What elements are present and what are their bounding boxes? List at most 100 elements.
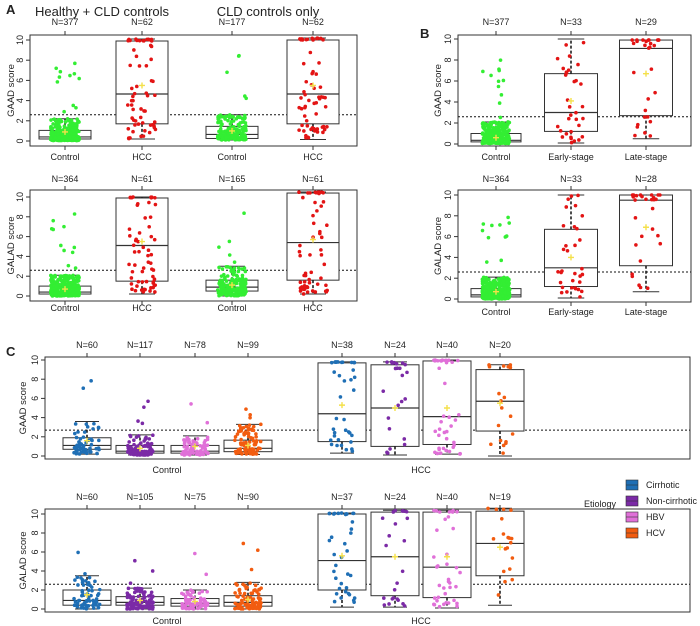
data-point — [634, 193, 639, 198]
data-point — [75, 279, 80, 284]
data-point — [148, 601, 153, 605]
data-point — [63, 120, 68, 124]
data-point — [506, 129, 511, 133]
data-point — [302, 89, 306, 94]
data-point — [200, 446, 205, 450]
data-point — [137, 605, 142, 610]
data-point — [139, 107, 143, 111]
data-point — [349, 531, 353, 535]
x-group-label: Control — [152, 616, 181, 626]
data-point — [449, 424, 453, 428]
data-point — [446, 579, 451, 584]
data-point — [318, 85, 323, 89]
data-point — [486, 506, 490, 511]
data-point — [127, 262, 131, 267]
data-point — [248, 581, 252, 585]
data-point — [226, 118, 230, 123]
y-tick-label: 4 — [30, 568, 40, 573]
data-point — [75, 605, 80, 609]
data-point — [137, 586, 142, 591]
data-point — [569, 140, 574, 145]
data-point — [432, 602, 437, 607]
data-point — [503, 286, 508, 291]
data-point — [581, 116, 585, 121]
data-point — [131, 129, 135, 134]
data-point — [258, 439, 263, 444]
n-label: N=62 — [131, 17, 153, 27]
data-point — [91, 427, 95, 431]
data-point — [297, 190, 301, 195]
data-point — [51, 227, 56, 232]
data-point — [243, 269, 248, 274]
data-point — [82, 430, 87, 434]
data-point — [502, 126, 506, 131]
data-point — [387, 602, 391, 606]
x-group-label: Control — [152, 465, 181, 475]
data-point — [301, 195, 305, 200]
x-tick-label: Late-stage — [625, 307, 668, 317]
data-point — [454, 584, 458, 589]
x-tick-label: Control — [217, 152, 246, 162]
x-group-label: HCC — [411, 616, 431, 626]
data-point — [402, 442, 407, 447]
data-point — [339, 596, 343, 600]
data-point — [508, 414, 513, 419]
data-point — [249, 447, 254, 452]
data-point — [331, 427, 336, 431]
data-point — [51, 122, 55, 126]
y-tick-label: 6 — [15, 234, 25, 239]
data-point — [231, 115, 235, 119]
y-axis-label: GALAD score — [433, 217, 444, 275]
data-point — [492, 281, 497, 286]
data-point — [324, 290, 329, 294]
data-point — [57, 291, 61, 296]
data-point — [502, 282, 506, 287]
data-point — [447, 510, 452, 514]
plot-frame — [457, 34, 692, 147]
data-point — [147, 437, 152, 441]
data-point — [149, 38, 154, 43]
y-tick-label: 0 — [443, 296, 453, 301]
data-point — [322, 127, 327, 132]
box-group: N=117 — [115, 340, 165, 457]
boxplot-panel: B 0 2 4 6 8 10 GAAD score N=377 Control N=33 Early-… — [420, 17, 692, 162]
data-point — [437, 366, 441, 371]
data-point — [146, 248, 151, 253]
data-point — [318, 229, 322, 234]
box — [370, 511, 420, 597]
data-point — [220, 267, 225, 271]
y-tick-label: 6 — [443, 78, 453, 83]
data-point — [198, 443, 203, 448]
data-point — [150, 449, 155, 454]
data-point — [131, 94, 135, 99]
box — [619, 194, 673, 267]
data-point — [509, 508, 513, 512]
data-point — [70, 280, 74, 285]
data-point — [152, 237, 157, 242]
data-point — [335, 443, 339, 448]
data-point — [144, 279, 149, 284]
data-point — [228, 122, 233, 126]
data-point — [244, 440, 248, 445]
data-point — [352, 600, 356, 604]
data-point — [319, 253, 324, 257]
data-point — [254, 435, 258, 439]
y-tick-label: 4 — [443, 99, 453, 104]
data-point — [143, 129, 147, 133]
data-point — [236, 128, 241, 133]
data-point — [344, 447, 349, 452]
data-point — [140, 421, 145, 426]
data-point — [141, 38, 146, 43]
data-point — [314, 72, 319, 76]
data-point — [496, 84, 501, 89]
data-point — [632, 70, 636, 75]
data-point — [332, 434, 337, 438]
data-point — [62, 274, 67, 278]
data-point — [649, 67, 654, 71]
data-point — [321, 124, 326, 129]
n-label: N=177 — [219, 17, 246, 27]
data-point — [332, 511, 337, 516]
data-point — [126, 446, 131, 450]
data-point — [126, 103, 130, 107]
data-point — [491, 537, 496, 541]
